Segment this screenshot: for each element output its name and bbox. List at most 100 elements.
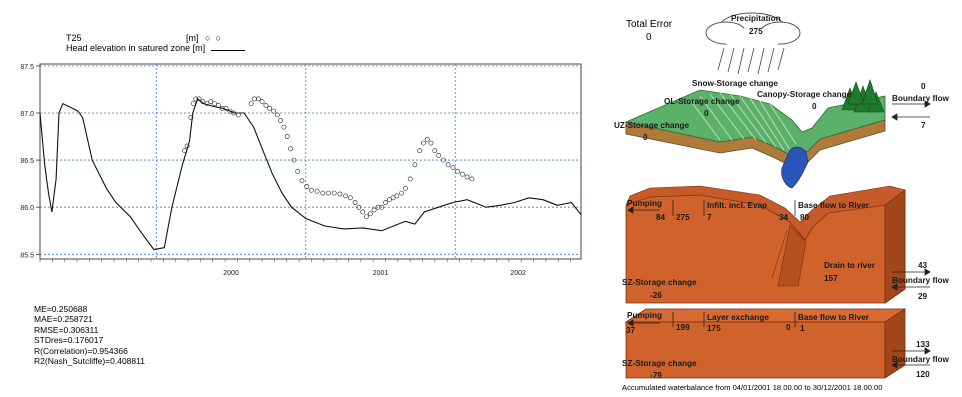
observed-point: [371, 207, 377, 213]
observed-point: [440, 157, 446, 163]
legend-simulated-label: Head elevation in satured zone [m]: [66, 43, 206, 53]
observed-point: [196, 96, 202, 102]
y-tick-label: 85.5: [20, 252, 34, 259]
observed-point: [182, 148, 188, 154]
observed-point: [360, 209, 366, 215]
observed-point: [252, 96, 257, 102]
fit-statistics: ME=0.250688 MAE=0.258721 RMSE=0.306311 S…: [34, 304, 145, 366]
waterbalance-caption: Accumulated waterbalance from 04/01/2001…: [622, 383, 883, 392]
total-error-value: 0: [646, 32, 652, 43]
rain-lines-icon: [717, 47, 785, 75]
layer-exchange-value: 175: [707, 324, 721, 333]
observed-point: [450, 165, 456, 170]
observed-point: [227, 108, 233, 114]
observed-point: [367, 211, 373, 217]
observed-point: [212, 101, 217, 106]
y-tick-label: 86.5: [20, 158, 34, 165]
boundary-flow-top-out: 7: [921, 121, 926, 130]
observed-point: [200, 99, 206, 105]
legend-title-t25: T25: [66, 33, 82, 43]
legend-observed-entry: [m] ○ ○: [186, 33, 221, 43]
observed-point: [394, 193, 400, 199]
observed-point: [464, 174, 470, 180]
waterbalance-diagram: Precipitation 275 Snow-Storage change Ca…: [614, 12, 949, 380]
observed-point: [417, 148, 422, 154]
stat-rmse: RMSE=0.306311: [34, 324, 99, 335]
base-flow-2-value: 1: [800, 324, 805, 333]
observed-point: [331, 190, 337, 196]
observed-point: [436, 152, 441, 158]
value-0: 0: [786, 323, 791, 332]
observed-point: [215, 103, 221, 108]
snow-storage-label: Snow-Storage change: [692, 79, 778, 88]
observed-point: [278, 118, 283, 123]
observed-point: [304, 184, 310, 189]
plot-frame: [39, 63, 582, 260]
observed-point: [248, 101, 254, 106]
observed-point: [399, 190, 404, 196]
observed-point: [445, 162, 451, 168]
sz-storage-1-label: SZ-Storage change: [622, 278, 697, 287]
observed-point: [314, 188, 320, 194]
base-flow-1-label: Base flow to River: [798, 201, 870, 210]
base-flow-1-value: 80: [800, 213, 810, 222]
observed-point: [188, 115, 194, 121]
base-flow-2-label: Base flow to River: [798, 313, 870, 322]
observed-point: [375, 204, 381, 210]
observed-point: [320, 190, 326, 196]
canopy-storage-label: Canopy-Storage change: [757, 90, 852, 99]
observed-point: [267, 105, 273, 111]
observed-point: [412, 162, 418, 168]
sz-layer-1-block: [625, 185, 906, 304]
cloud-icon: [705, 12, 801, 48]
trees-icon: [841, 79, 885, 113]
ol-storage-label: OL-Storage change: [664, 97, 740, 106]
observed-point: [184, 143, 190, 149]
precipitation-label: Precipitation: [731, 14, 781, 23]
drain-label: Drain to river: [824, 261, 876, 270]
observed-point: [299, 178, 305, 184]
pumping-2-right-value: 199: [676, 323, 690, 332]
boundary-flow-mid-in: 43: [918, 261, 928, 270]
observed-point: [428, 140, 434, 146]
observed-point: [420, 140, 426, 146]
legend-simulated-entry: Head elevation in satured zone [m]: [66, 43, 245, 53]
observed-point: [208, 99, 214, 105]
y-tick-label: 87.0: [20, 111, 34, 118]
land-surface-block: [624, 89, 886, 189]
infilt-label: Infilt. incl. Evap: [707, 201, 767, 210]
x-tick-label: 2002: [510, 270, 526, 277]
stat-stdres: STDres=0.176017: [34, 335, 104, 346]
observed-point: [469, 176, 475, 182]
observed-point: [347, 195, 353, 201]
observed-point: [284, 134, 290, 139]
observed-point: [219, 105, 225, 111]
observed-point: [271, 108, 276, 114]
boundary-flow-bot-in: 133: [916, 340, 930, 349]
observed-point: [308, 187, 314, 193]
value-34: 34: [779, 213, 789, 222]
sz-storage-1-value: -26: [650, 291, 662, 300]
observed-point: [343, 193, 348, 199]
uz-storage-value: 0: [643, 133, 648, 142]
observed-point: [263, 103, 269, 108]
x-tick-label: 2000: [223, 270, 239, 277]
observed-point: [291, 157, 297, 163]
observed-point: [193, 96, 199, 102]
observed-point: [407, 176, 413, 182]
legend-observed-label: [m]: [186, 33, 199, 43]
observed-point: [352, 200, 358, 205]
y-tick-label: 87.5: [20, 64, 34, 71]
y-tick-label: 86.0: [20, 205, 34, 212]
stat-mae: MAE=0.258721: [34, 314, 93, 325]
observed-point: [386, 197, 392, 203]
pumping-2-label: Pumping: [627, 311, 662, 320]
pumping-1-label: Pumping: [627, 199, 662, 208]
boundary-flow-bot-out: 120: [916, 370, 930, 379]
observed-point: [326, 190, 331, 196]
observed-point: [288, 146, 293, 152]
observed-point: [364, 214, 369, 219]
sz-layer-2-block: [624, 308, 907, 379]
sz-storage-2-label: SZ-Storage change: [622, 359, 697, 368]
observed-point: [424, 136, 430, 142]
